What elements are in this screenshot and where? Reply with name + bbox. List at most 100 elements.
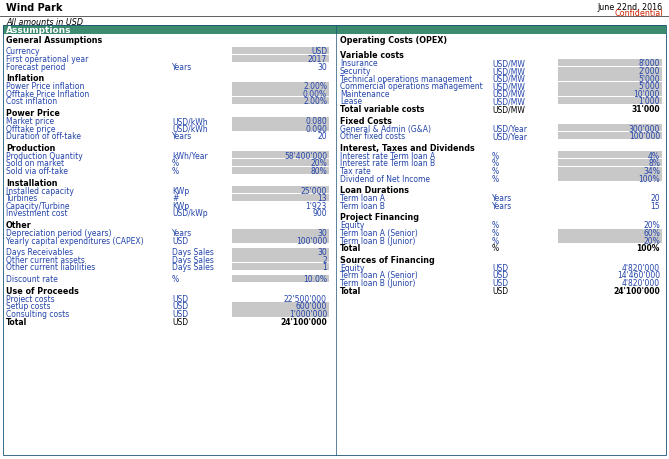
Text: %: %: [492, 244, 499, 253]
Bar: [232, 186, 329, 193]
Text: USD/Year: USD/Year: [492, 132, 527, 141]
Text: USD: USD: [492, 264, 508, 273]
Text: Other current liabilities: Other current liabilities: [6, 263, 95, 273]
Text: Other: Other: [6, 221, 31, 230]
Text: 30: 30: [317, 229, 327, 238]
Text: 24'100'000: 24'100'000: [613, 287, 660, 296]
Text: 14'460'000: 14'460'000: [617, 272, 660, 280]
Text: USD/MW: USD/MW: [492, 97, 525, 106]
Text: USD: USD: [172, 237, 188, 246]
Bar: [558, 59, 662, 66]
Bar: [558, 159, 662, 166]
Text: Offtake price: Offtake price: [6, 125, 56, 134]
Text: %: %: [492, 167, 499, 176]
Text: Production Quantity: Production Quantity: [6, 152, 83, 161]
Text: USD: USD: [492, 272, 508, 280]
Text: USD: USD: [492, 287, 508, 296]
Text: 1'000: 1'000: [638, 97, 660, 106]
Bar: [232, 229, 329, 236]
Text: Capacity/Turbine: Capacity/Turbine: [6, 202, 70, 211]
Text: Total: Total: [340, 287, 361, 296]
Bar: [232, 55, 329, 62]
Text: USD/MW: USD/MW: [492, 75, 525, 84]
Text: USD/MW: USD/MW: [492, 60, 525, 68]
Text: KWp: KWp: [172, 187, 189, 196]
Text: 31'000: 31'000: [632, 105, 660, 114]
Bar: [232, 124, 329, 131]
Text: Years: Years: [492, 202, 512, 211]
Text: %: %: [492, 152, 499, 161]
Bar: [558, 124, 662, 131]
Text: Security: Security: [340, 67, 371, 76]
Text: Days Sales: Days Sales: [172, 263, 214, 273]
Text: USD/Year: USD/Year: [492, 125, 527, 134]
Text: Maintenance: Maintenance: [340, 90, 389, 99]
Text: Installed capacity: Installed capacity: [6, 187, 74, 196]
Text: 80%: 80%: [310, 167, 327, 176]
Text: Power Price: Power Price: [6, 109, 60, 118]
Text: 10.0%: 10.0%: [303, 275, 327, 284]
Text: Forecast period: Forecast period: [6, 63, 66, 72]
Bar: [232, 117, 329, 123]
Bar: [558, 67, 662, 74]
Text: Term loan A (Senior): Term loan A (Senior): [340, 229, 417, 238]
Text: Term loan A (Senior): Term loan A (Senior): [340, 272, 417, 280]
Text: kWh/Year: kWh/Year: [172, 152, 208, 161]
Text: %: %: [492, 229, 499, 238]
Text: Turbines: Turbines: [6, 194, 38, 203]
Text: Other fixed costs: Other fixed costs: [340, 132, 405, 141]
Bar: [232, 274, 329, 282]
Text: 8'000: 8'000: [638, 60, 660, 68]
Bar: [558, 74, 662, 81]
Text: Equity: Equity: [340, 264, 365, 273]
Text: 24'100'000: 24'100'000: [280, 318, 327, 326]
Bar: [232, 309, 329, 317]
Text: 2017: 2017: [308, 55, 327, 64]
Text: All amounts in USD: All amounts in USD: [6, 18, 83, 27]
Text: 4'820'000: 4'820'000: [622, 264, 660, 273]
Text: 600'000: 600'000: [296, 302, 327, 311]
Text: 13: 13: [317, 194, 327, 203]
Text: USD: USD: [172, 295, 188, 304]
Text: 100%: 100%: [637, 244, 660, 253]
Text: Discount rate: Discount rate: [6, 275, 58, 284]
Text: Variable costs: Variable costs: [340, 51, 404, 61]
Bar: [558, 167, 662, 174]
Bar: [232, 255, 329, 263]
Text: Days Sales: Days Sales: [172, 256, 214, 265]
Bar: [232, 248, 329, 255]
Text: Currency: Currency: [6, 47, 41, 56]
Text: Installation: Installation: [6, 179, 58, 188]
Text: Term loan B (Junior): Term loan B (Junior): [340, 237, 415, 246]
Bar: [558, 132, 662, 139]
Text: %: %: [492, 159, 499, 168]
Text: Other current assets: Other current assets: [6, 256, 85, 265]
Bar: [232, 263, 329, 270]
Text: 1'923: 1'923: [306, 202, 327, 211]
Text: Years: Years: [492, 194, 512, 203]
Bar: [232, 97, 329, 104]
Bar: [232, 90, 329, 96]
Text: 20: 20: [650, 194, 660, 203]
Bar: [232, 47, 329, 54]
Bar: [3, 25, 666, 34]
Text: Dividend of Net Income: Dividend of Net Income: [340, 175, 430, 184]
Text: 15: 15: [650, 202, 660, 211]
Text: 4'820'000: 4'820'000: [622, 279, 660, 288]
Text: 100%: 100%: [638, 175, 660, 184]
Bar: [232, 236, 329, 243]
Text: Sold via off-take: Sold via off-take: [6, 167, 68, 176]
Text: %: %: [492, 222, 499, 230]
Text: Sold on market: Sold on market: [6, 159, 64, 168]
Text: %: %: [172, 275, 179, 284]
Text: 5'000: 5'000: [638, 75, 660, 84]
Text: Total variable costs: Total variable costs: [340, 105, 424, 114]
Text: 34%: 34%: [643, 167, 660, 176]
Text: USD/MW: USD/MW: [492, 105, 525, 114]
Bar: [558, 229, 662, 236]
Text: USD/MW: USD/MW: [492, 90, 525, 99]
Bar: [232, 159, 329, 166]
Text: Inflation: Inflation: [6, 74, 44, 83]
Text: USD/MW: USD/MW: [492, 67, 525, 76]
Text: Investment cost: Investment cost: [6, 209, 68, 218]
